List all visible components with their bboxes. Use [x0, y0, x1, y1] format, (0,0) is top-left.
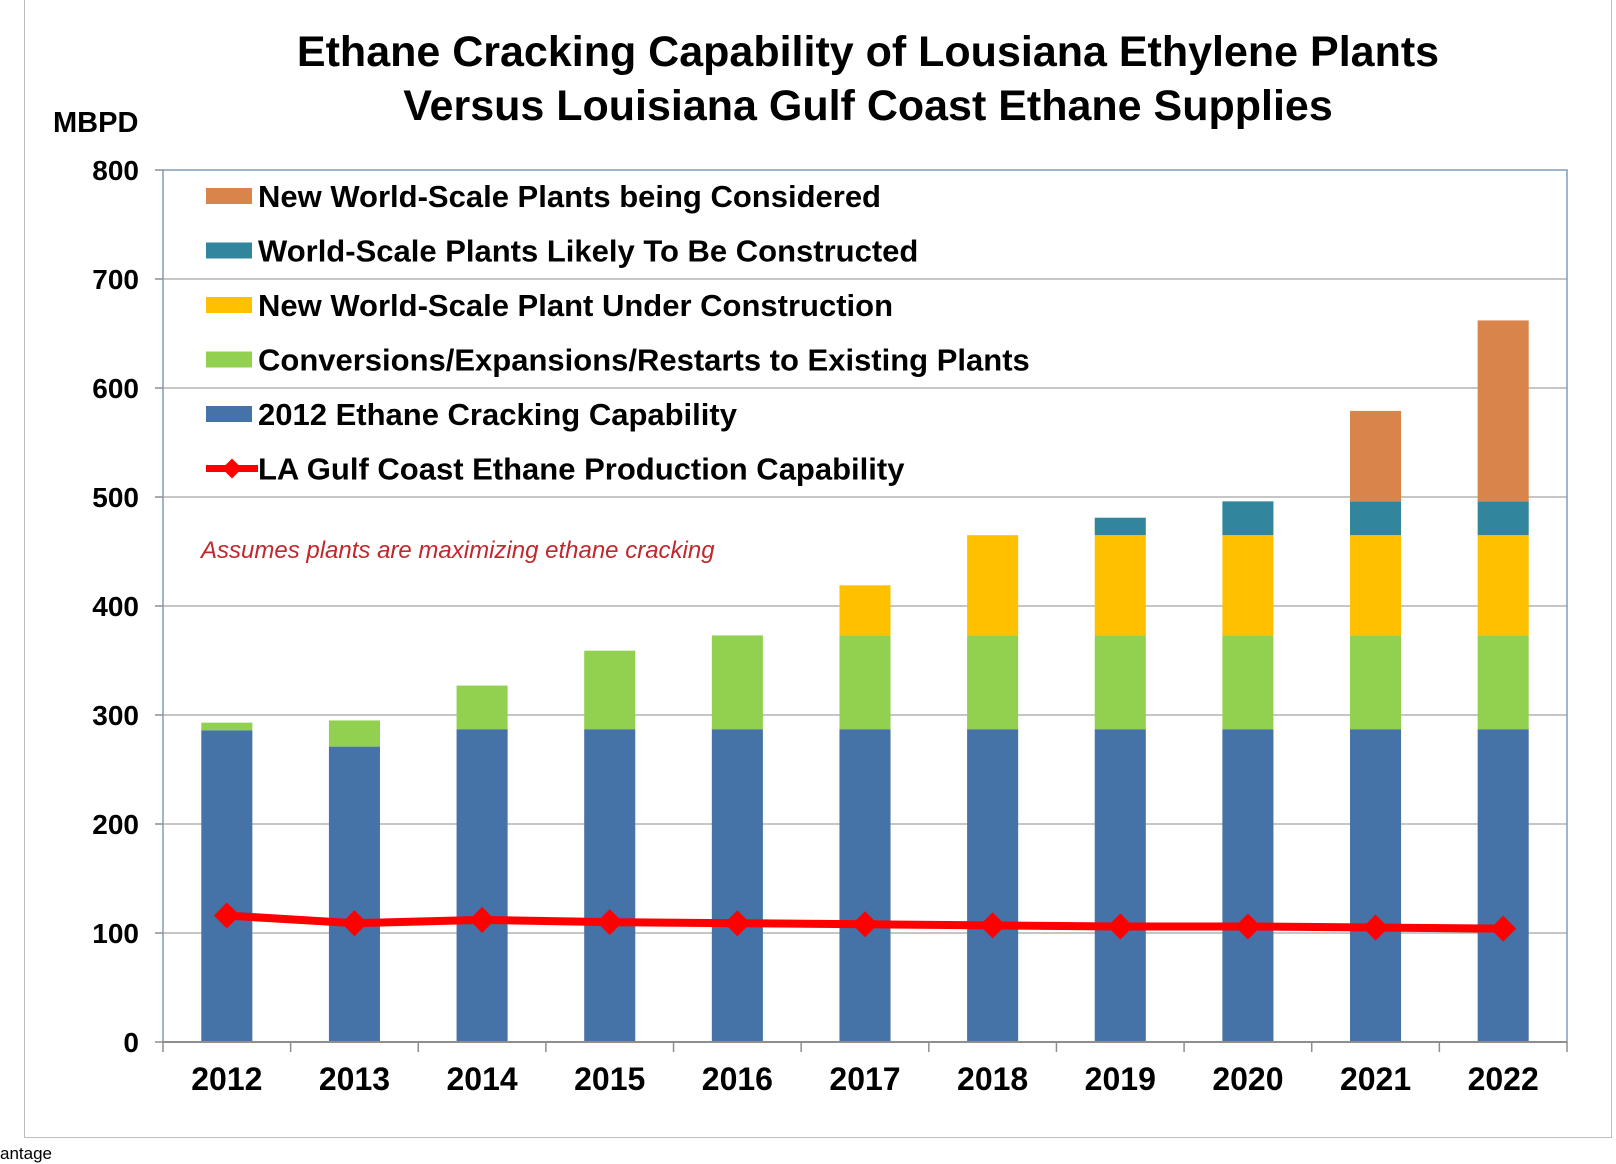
- line-point-marker: [979, 912, 1006, 939]
- chart-title-line-2: Versus Louisiana Gulf Coast Ethane Suppl…: [403, 82, 1333, 130]
- x-tick-label: 2021: [1340, 1061, 1411, 1097]
- bar-segment: [201, 722, 253, 731]
- bar-segment: [1222, 729, 1274, 1042]
- y-tick-label: 100: [92, 918, 139, 949]
- bar-segment: [839, 729, 891, 1042]
- bar-segment: [1094, 635, 1146, 730]
- bars: [201, 320, 1529, 1042]
- bar-segment: [456, 729, 508, 1042]
- x-tick-label: 2017: [829, 1061, 900, 1097]
- bar-segment: [1094, 729, 1146, 1042]
- legend-label: LA Gulf Coast Ethane Production Capabili…: [258, 452, 905, 487]
- y-tick-label: 300: [92, 700, 139, 731]
- chart-note: Assumes plants are maximizing ethane cra…: [199, 537, 715, 564]
- line-point-marker: [213, 902, 240, 929]
- x-tick-label: 2022: [1468, 1061, 1539, 1097]
- x-tick-label: 2014: [446, 1061, 517, 1097]
- legend-swatch: [206, 297, 252, 313]
- bar-segment: [328, 720, 380, 747]
- bar-segment: [584, 729, 636, 1042]
- axes: 0 100 200 300 400 500 600 700 800 2012 2013 2014 201…: [92, 155, 1568, 1097]
- y-tick-label: 800: [92, 155, 139, 186]
- x-tick-label: 2016: [702, 1061, 773, 1097]
- chart-title-line-1: Ethane Cracking Capability of Lousiana E…: [297, 28, 1439, 76]
- bar-segment: [1222, 535, 1274, 636]
- bar-segment: [1477, 501, 1529, 536]
- bar-segment: [328, 746, 380, 1042]
- bar-segment: [967, 729, 1019, 1042]
- bar-segment: [1094, 535, 1146, 636]
- bar-segment: [1477, 320, 1529, 502]
- bar-segment: [1350, 729, 1402, 1042]
- legend: New World-Scale Plants being Considered W…: [206, 179, 1030, 487]
- legend-marker-swatch: [222, 458, 242, 479]
- line-point-marker: [341, 910, 368, 937]
- x-tick-label: 2013: [319, 1061, 390, 1097]
- bar-segment: [1350, 501, 1402, 536]
- line-point-marker: [1107, 913, 1134, 940]
- y-axis-unit-label: MBPD: [53, 107, 138, 139]
- legend-swatch: [206, 188, 252, 204]
- production-line: [213, 902, 1517, 942]
- bar-segment: [1477, 635, 1529, 730]
- legend-swatch: [206, 242, 252, 259]
- x-tick-label: 2015: [574, 1061, 645, 1097]
- y-tick-label: 500: [92, 482, 139, 513]
- bar-segment: [711, 729, 763, 1042]
- bar-segment: [1477, 729, 1529, 1042]
- bar-segment: [201, 730, 253, 1042]
- line-point-marker: [1490, 915, 1517, 942]
- bar-segment: [1350, 635, 1402, 730]
- bar-segment: [584, 650, 636, 730]
- x-tick-label: 2012: [191, 1061, 262, 1097]
- bar-segment: [1350, 410, 1402, 502]
- legend-swatch: [206, 351, 252, 368]
- bar-segment: [839, 635, 891, 730]
- bar-segment: [711, 635, 763, 730]
- bar-segment: [967, 535, 1019, 636]
- source-text-fragment: antage: [0, 1144, 52, 1163]
- x-tick-label: 2018: [957, 1061, 1028, 1097]
- legend-label: New World-Scale Plant Under Construction: [258, 288, 893, 323]
- legend-label: World-Scale Plants Likely To Be Construc…: [258, 234, 918, 269]
- line-point-marker: [1362, 914, 1389, 941]
- x-tick-label: 2019: [1085, 1061, 1156, 1097]
- line-point-marker: [469, 906, 496, 933]
- bar-segment: [1222, 635, 1274, 730]
- chart-frame: [24, 0, 1612, 1138]
- bar-segment: [1350, 535, 1402, 636]
- bar-segment: [1094, 517, 1146, 536]
- bar-segment: [1477, 535, 1529, 636]
- line-point-marker: [852, 911, 878, 938]
- legend-label: Conversions/Expansions/Restarts to Exist…: [258, 343, 1030, 378]
- legend-label: 2012 Ethane Cracking Capability: [258, 397, 738, 432]
- bar-segment: [456, 685, 508, 730]
- line-point-marker: [724, 910, 751, 937]
- y-tick-label: 600: [92, 373, 139, 404]
- chart-canvas: Ethane Cracking Capability of Lousiana E…: [53, 28, 1568, 1097]
- line-point-marker: [596, 909, 623, 936]
- y-tick-label: 400: [92, 591, 139, 622]
- y-tick-label: 0: [123, 1027, 139, 1058]
- x-tick-label: 2020: [1212, 1061, 1283, 1097]
- y-tick-label: 700: [92, 264, 139, 295]
- y-tick-label: 200: [92, 809, 139, 840]
- bar-segment: [1222, 501, 1274, 536]
- legend-label: New World-Scale Plants being Considered: [258, 179, 881, 214]
- line-point-marker: [1234, 913, 1261, 940]
- legend-swatch: [206, 406, 252, 422]
- bar-segment: [839, 585, 891, 636]
- bar-segment: [967, 635, 1019, 730]
